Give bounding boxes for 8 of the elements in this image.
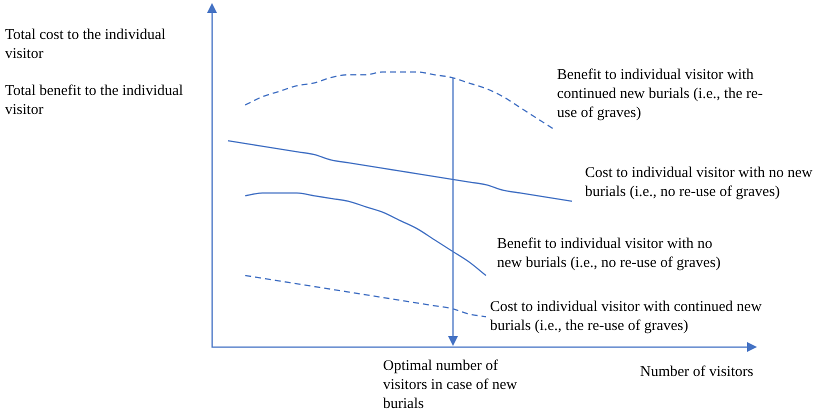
series-label: Cost to individual visitor with continued new burials (i.e., the re-use of graves) — [490, 298, 763, 336]
y-axis-title: Total cost to the individual visitor — [5, 26, 167, 64]
series-label: Cost to individual visitor with no new burials (i.e., no re-use of graves) — [585, 164, 814, 202]
x-axis-title: Number of visitors — [640, 363, 754, 382]
series-label: Benefit to individual visitor with no new burials (i.e., no re-use of graves) — [497, 235, 722, 273]
text: Optimal number of visitors in case of new burials — [383, 357, 518, 414]
series-label: Benefit to individual visitor with continued new burials (i.e., the re-use of graves) — [557, 66, 764, 123]
text: Total benefit to the individual visitor — [5, 82, 184, 120]
